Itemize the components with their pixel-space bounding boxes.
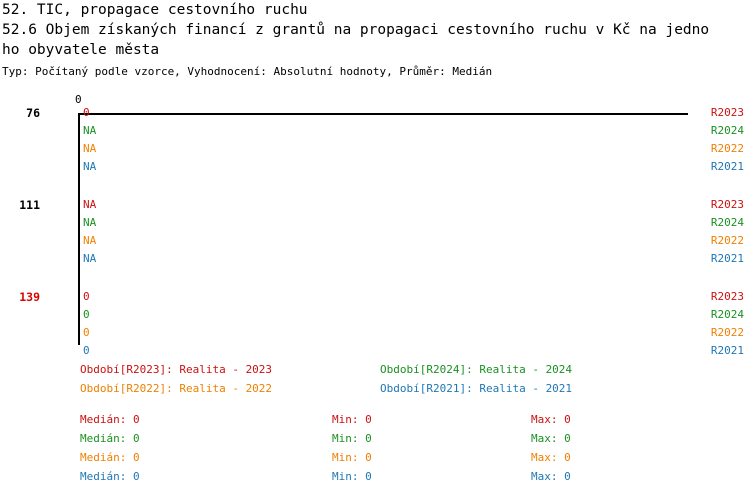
- chart-legend: Období[R2023]: Realita - 2023 Období[R202…: [0, 360, 750, 400]
- bar-value-label: NA: [83, 160, 97, 173]
- stat-median-label: Medián: 0: [80, 451, 140, 464]
- stats-row: Medián: 0 Min: 0 Max: 0: [0, 467, 750, 486]
- bar-row: R2024 0: [0, 306, 750, 324]
- bar-group: 111 R2023 NA R2024 NA R2022 NA R2021 NA: [0, 196, 750, 268]
- stats-row: Medián: 0 Min: 0 Max: 0: [0, 410, 750, 429]
- bar-value-label: NA: [83, 124, 97, 137]
- bar-row: R2023 0: [0, 288, 750, 306]
- bar-row: R2023 0: [0, 104, 750, 122]
- axis-tick-zero: 0: [75, 93, 82, 106]
- bar-value-label: NA: [83, 142, 97, 155]
- bar-series-label: R2022: [710, 142, 744, 155]
- bar-series-label: R2023: [710, 106, 744, 119]
- bar-series-label: R2023: [710, 290, 744, 303]
- bar-group-id: 111: [19, 198, 40, 212]
- chart-stats: Medián: 0 Min: 0 Max: 0 Medián: 0 Min: 0 Max:…: [0, 410, 750, 498]
- stat-max-label: Max: 0: [531, 432, 571, 445]
- stat-median-label: Medián: 0: [80, 470, 140, 483]
- plot-area: 76 R2023 0 R2024 NA R2022 NA R2021 NA 111 R2023 NA R…: [0, 96, 750, 357]
- bar-value-label: 0: [83, 326, 90, 339]
- bar-value-label: NA: [83, 198, 97, 211]
- bar-series-label: R2021: [710, 160, 744, 173]
- bar-series-label: R2024: [710, 124, 744, 137]
- chart-title-line-1: 52. TIC, propagace cestovního ruchu: [2, 2, 308, 18]
- bar-group: 139 R2023 0 R2024 0 R2022 0 R2021 0: [0, 288, 750, 360]
- bar-value-label: 0: [83, 308, 90, 321]
- stat-max-label: Max: 0: [531, 413, 571, 426]
- stat-max-label: Max: 0: [531, 451, 571, 464]
- chart-header: 52. TIC, propagace cestovního ruchu 52.6…: [0, 0, 750, 79]
- stat-min-label: Min: 0: [332, 470, 372, 483]
- chart-title-line-2: 52.6 Objem získaných financí z grantů na…: [2, 22, 710, 38]
- bar-value-label: NA: [83, 252, 97, 265]
- bar-group-id: 76: [26, 106, 40, 120]
- stat-median-label: Medián: 0: [80, 432, 140, 445]
- bar-row: R2021 NA: [0, 250, 750, 268]
- bar-group-id: 139: [19, 290, 40, 304]
- stat-min-label: Min: 0: [332, 432, 372, 445]
- bar-value-label: 0: [83, 344, 90, 357]
- stat-max-label: Max: 0: [531, 470, 571, 483]
- axis-horizontal-line: [78, 113, 688, 115]
- bar-row: R2021 NA: [0, 158, 750, 176]
- bar-row: R2022 NA: [0, 232, 750, 250]
- chart-subtitle: Typ: Počítaný podle vzorce, Vyhodnocení:…: [2, 65, 493, 78]
- bar-row: R2021 0: [0, 342, 750, 360]
- legend-item[interactable]: Období[R2024]: Realita - 2024: [380, 363, 573, 376]
- bar-row: R2024 NA: [0, 214, 750, 232]
- bar-series-label: R2024: [710, 308, 744, 321]
- stat-min-label: Min: 0: [332, 413, 372, 426]
- bar-series-label: R2022: [710, 326, 744, 339]
- bar-series-label: R2021: [710, 252, 744, 265]
- stats-row: Medián: 0 Min: 0 Max: 0: [0, 448, 750, 467]
- legend-item[interactable]: Období[R2023]: Realita - 2023: [80, 363, 273, 376]
- stat-min-label: Min: 0: [332, 451, 372, 464]
- bar-series-label: R2022: [710, 234, 744, 247]
- bar-series-label: R2023: [710, 198, 744, 211]
- chart-title-line-3: ho obyvatele města: [2, 42, 160, 58]
- bar-row: R2023 NA: [0, 196, 750, 214]
- bar-group: 76 R2023 0 R2024 NA R2022 NA R2021 NA: [0, 104, 750, 176]
- bar-row: R2022 0: [0, 324, 750, 342]
- bar-series-label: R2024: [710, 216, 744, 229]
- bar-row: R2024 NA: [0, 122, 750, 140]
- bar-value-label: NA: [83, 234, 97, 247]
- bar-value-label: 0: [83, 290, 90, 303]
- bar-value-label: NA: [83, 216, 97, 229]
- bar-value-label: 0: [83, 106, 90, 119]
- axis-vertical-line: [78, 113, 80, 345]
- stat-median-label: Medián: 0: [80, 413, 140, 426]
- legend-item[interactable]: Období[R2022]: Realita - 2022: [80, 382, 273, 395]
- stats-row: Medián: 0 Min: 0 Max: 0: [0, 429, 750, 448]
- legend-item[interactable]: Období[R2021]: Realita - 2021: [380, 382, 573, 395]
- bar-row: R2022 NA: [0, 140, 750, 158]
- bar-series-label: R2021: [710, 344, 744, 357]
